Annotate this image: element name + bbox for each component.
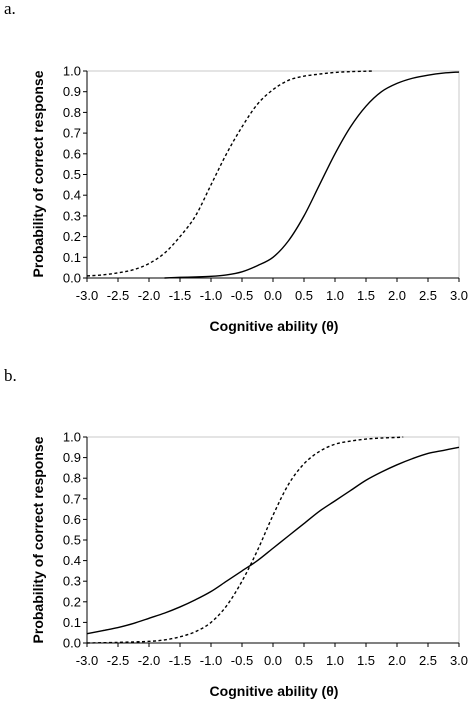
y-axis-title-a: Probability of correct response [30,70,46,277]
y-tick-label-b: 0.4 [63,553,81,568]
x-tick-label-b: 2.0 [388,653,406,668]
x-tick-label-b: -0.5 [231,653,253,668]
y-tick-label-a: 0.5 [63,167,81,182]
x-tick-label-b: -2.0 [138,653,160,668]
y-tick-label-b: 0.5 [63,533,81,548]
y-tick-label-a: 0.6 [63,146,81,161]
y-tick-label-a: 0.9 [63,84,81,99]
y-tick-label-a: 0.0 [63,271,81,286]
dashed-curve-b [86,436,404,644]
panel-label-a: a. [4,0,16,18]
panel-label-b: b. [4,366,17,385]
panel-a: a. Cognitive ability (θ) Probability of … [4,0,468,334]
x-tick-label-a: 3.0 [450,288,468,303]
x-tick-label-b: -1.5 [169,653,191,668]
y-axis-title-b: Probability of correct response [30,436,46,643]
y-tick-label-b: 0.9 [63,450,81,465]
x-tick-label-b: 1.0 [326,653,344,668]
x-tick-label-a: -2.0 [138,288,160,303]
y-tick-label-a: 0.4 [63,188,81,203]
x-tick-label-a: -0.5 [231,288,253,303]
x-tick-label-a: 2.0 [388,288,406,303]
x-tick-label-b: 0.0 [264,653,282,668]
x-tick-label-a: -2.5 [107,288,129,303]
y-tick-label-a: 0.2 [63,229,81,244]
y-tick-label-a: 0.8 [63,105,81,120]
solid-curve-b [86,446,460,635]
x-tick-label-a: -1.0 [200,288,222,303]
y-tick-label-b: 0.2 [63,594,81,609]
y-tick-label-b: 0.1 [63,615,81,630]
x-tick-label-a: 1.5 [357,288,375,303]
y-tick-label-b: 0.6 [63,512,81,527]
y-tick-label-b: 0.3 [63,574,81,589]
y-tick-label-b: 0.0 [63,636,81,651]
x-tick-label-a: 0.0 [264,288,282,303]
x-tick-label-b: 1.5 [357,653,375,668]
x-tick-label-b: 0.5 [295,653,313,668]
x-tick-label-a: 2.5 [419,288,437,303]
x-axis-title-a: Cognitive ability (θ) [210,318,339,334]
x-axis-title-b: Cognitive ability (θ) [210,683,339,699]
x-tick-label-b: -3.0 [76,653,98,668]
x-tick-label-b: -2.5 [107,653,129,668]
plot-area-b [86,436,460,644]
x-tick-label-b: 2.5 [419,653,437,668]
solid-curve-a [164,71,460,279]
plot-area-a [86,70,460,279]
x-tick-label-a: 1.0 [326,288,344,303]
dashed-curve-a [86,70,373,277]
x-tick-label-b: 3.0 [450,653,468,668]
y-tick-label-a: 1.0 [63,64,81,79]
y-tick-label-b: 0.8 [63,471,81,486]
y-tick-label-b: 1.0 [63,430,81,445]
x-tick-label-a: 0.5 [295,288,313,303]
x-tick-label-b: -1.0 [200,653,222,668]
x-tick-label-a: -1.5 [169,288,191,303]
y-tick-label-a: 0.3 [63,208,81,223]
y-tick-label-a: 0.7 [63,126,81,141]
panel-b: b. Cognitive ability (θ) Probability of … [4,366,468,699]
x-tick-label-a: -3.0 [76,288,98,303]
y-tick-label-b: 0.7 [63,491,81,506]
y-tick-label-a: 0.1 [63,250,81,265]
